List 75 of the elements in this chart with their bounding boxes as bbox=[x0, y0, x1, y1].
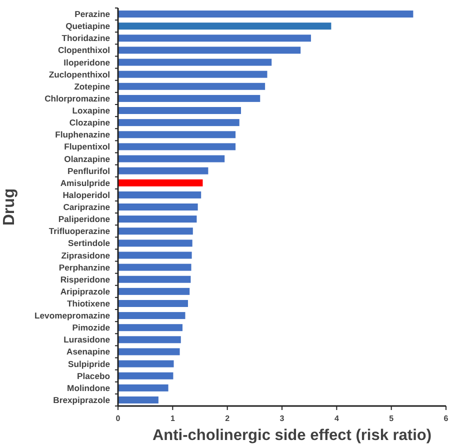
bar bbox=[118, 94, 260, 102]
y-tick-label: Levomepromazine bbox=[34, 310, 110, 321]
bar bbox=[118, 155, 225, 162]
bar bbox=[118, 240, 192, 247]
y-tick-label: Asenapine bbox=[66, 346, 110, 357]
bar bbox=[118, 22, 332, 30]
bar bbox=[118, 204, 198, 210]
bar bbox=[118, 82, 266, 90]
y-tick-label: Thoridazine bbox=[62, 33, 110, 44]
x-tick-label: 1 bbox=[170, 414, 176, 423]
y-tick-label: Zotepine bbox=[74, 81, 110, 92]
y-tick-label: Clopenthixol bbox=[58, 45, 110, 56]
bar bbox=[118, 46, 301, 54]
bar bbox=[118, 191, 202, 198]
y-tick-label: Ziprasidone bbox=[61, 250, 110, 260]
y-axis-title: Drug bbox=[1, 188, 18, 226]
y-tick-label: Perphanzine bbox=[58, 262, 110, 272]
bar bbox=[118, 264, 192, 271]
bar bbox=[118, 384, 168, 392]
bar bbox=[118, 336, 181, 344]
y-tick-label: Penflurifol bbox=[68, 166, 110, 176]
bar bbox=[118, 252, 192, 259]
bar bbox=[118, 119, 240, 126]
y-tick-label: Quetiapine bbox=[66, 21, 110, 32]
y-tick-label: Loxapine bbox=[72, 106, 110, 116]
y-tick-label: Pimozide bbox=[72, 322, 110, 333]
bar bbox=[118, 396, 158, 404]
y-tick-label: Molindone bbox=[67, 382, 110, 393]
y-tick-label: Olanzapine bbox=[64, 154, 110, 164]
bar bbox=[118, 107, 241, 114]
bar bbox=[118, 348, 180, 356]
bar bbox=[118, 360, 174, 368]
x-tick-label: 3 bbox=[280, 414, 285, 423]
bar bbox=[118, 143, 236, 150]
bar bbox=[118, 70, 268, 78]
bar bbox=[118, 58, 272, 66]
y-tick-label: Zuclopenthixol bbox=[48, 69, 110, 80]
y-tick-label: Cariprazine bbox=[63, 202, 110, 212]
x-tick-label: 4 bbox=[334, 414, 340, 423]
x-axis-title: Anti-cholinergic side effect (risk ratio) bbox=[152, 427, 432, 444]
y-tick-label: Sulpipride bbox=[68, 358, 110, 369]
bar bbox=[118, 131, 236, 138]
y-tick-label: Lurasidone bbox=[64, 334, 110, 345]
bar bbox=[118, 34, 311, 42]
y-tick-label: Chlorpromazine bbox=[44, 93, 110, 104]
x-tick-label: 6 bbox=[444, 414, 449, 423]
y-tick-label: Brexpiprazole bbox=[53, 394, 110, 405]
y-tick-label: Perazine bbox=[74, 9, 110, 20]
x-tick-label: 2 bbox=[225, 414, 230, 423]
y-tick-label: Trifluoperazine bbox=[48, 226, 110, 236]
bar bbox=[118, 312, 186, 320]
bar bbox=[118, 288, 190, 295]
y-tick-label: Clozapine bbox=[69, 118, 110, 128]
bar bbox=[118, 276, 191, 283]
y-tick-label: Paliperidone bbox=[58, 214, 110, 224]
y-tick-label: Aripiprazole bbox=[60, 286, 110, 296]
bar bbox=[118, 216, 197, 223]
y-tick-label: Iloperidone bbox=[64, 57, 110, 68]
bar bbox=[118, 228, 193, 235]
x-tick-label: 0 bbox=[116, 414, 121, 423]
y-tick-label: Risperidone bbox=[60, 274, 110, 284]
y-tick-label: Placebo bbox=[77, 370, 110, 381]
bar bbox=[118, 167, 208, 174]
bar bbox=[118, 179, 203, 186]
y-tick-label: Thiotixene bbox=[67, 298, 110, 308]
y-tick-label: Fluphenazine bbox=[55, 130, 110, 140]
y-tick-label: Haloperidol bbox=[62, 190, 110, 200]
y-tick-label: Flupentixol bbox=[64, 142, 110, 152]
bar bbox=[118, 372, 174, 380]
bar bbox=[118, 300, 188, 307]
y-tick-label: Amisulpride bbox=[60, 178, 110, 188]
x-tick-label: 5 bbox=[389, 414, 394, 423]
bar bbox=[118, 324, 183, 332]
y-tick-label: Sertindole bbox=[68, 238, 110, 248]
bar bbox=[118, 10, 414, 18]
